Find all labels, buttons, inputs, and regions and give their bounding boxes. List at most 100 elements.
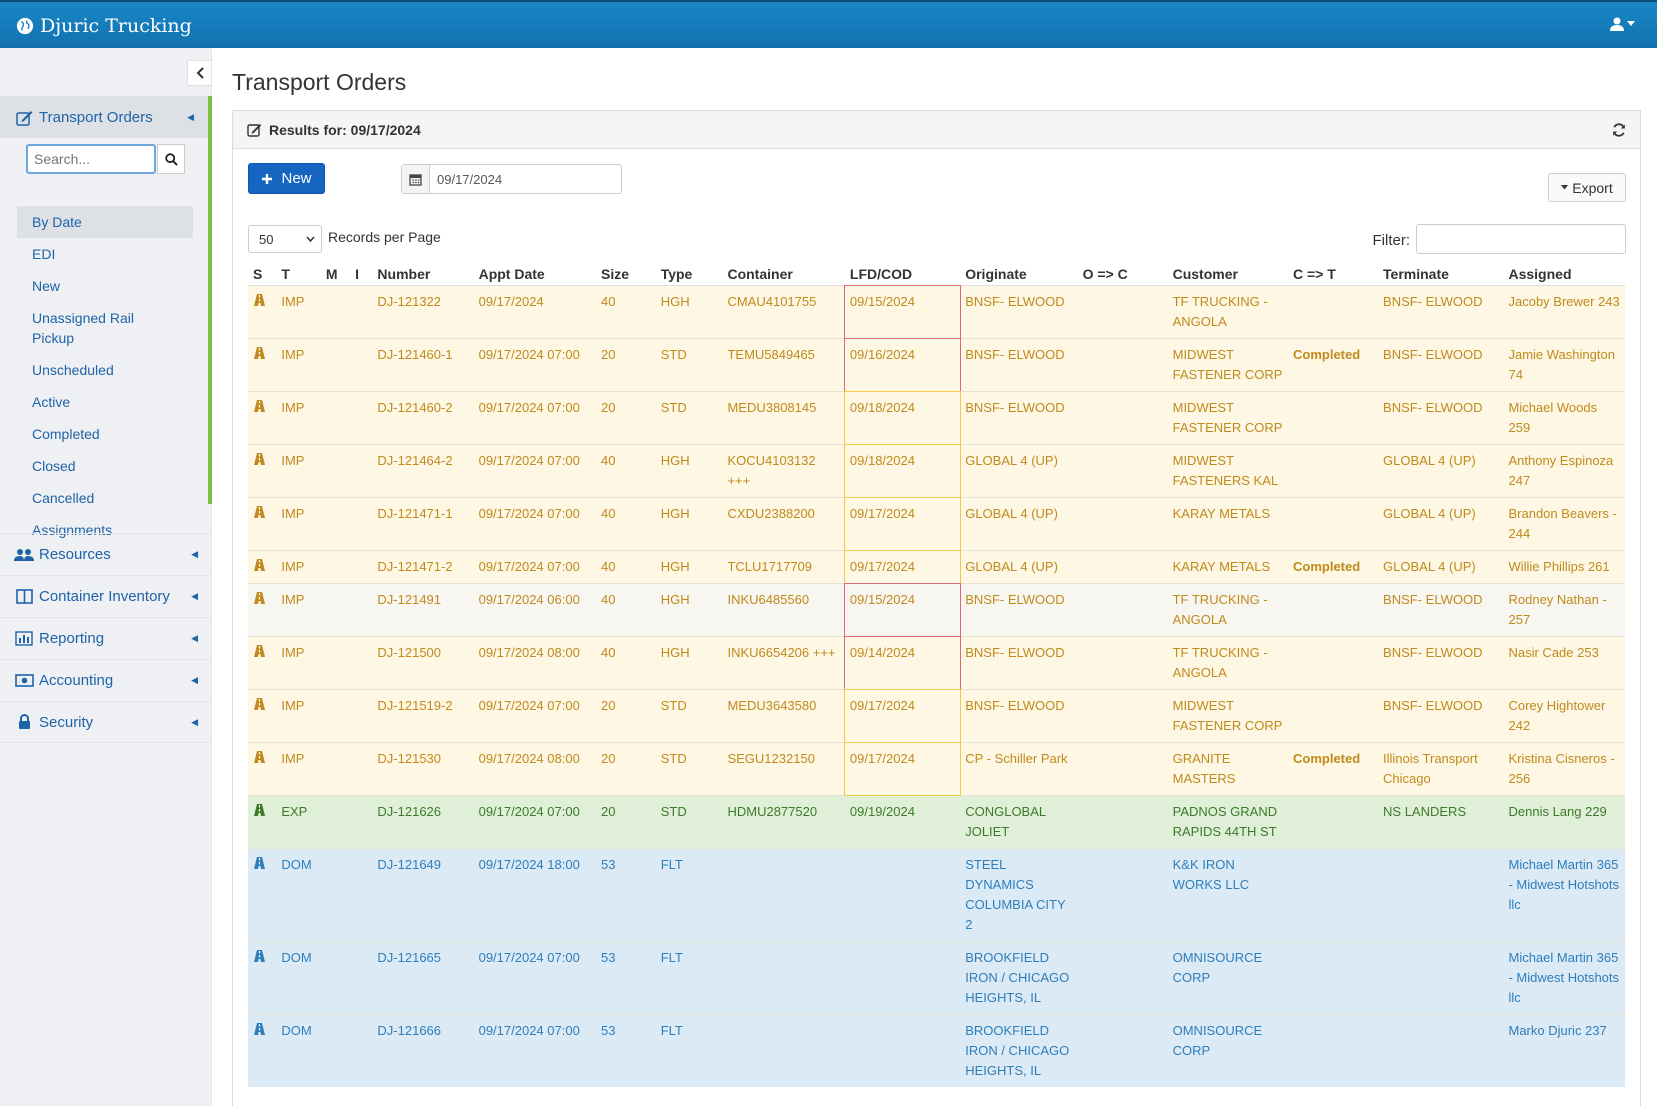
- table-row[interactable]: IMP DJ-121322 09/17/2024 40 HGH CMAU4101755 09…: [248, 284, 1625, 339]
- export-button[interactable]: Export: [1548, 173, 1626, 202]
- bar-chart-icon: [14, 630, 34, 648]
- table-row[interactable]: IMP DJ-121519-2 09/17/2024 07:00 20 STD MEDU3…: [248, 688, 1625, 743]
- nav-security[interactable]: Security ◀: [0, 701, 212, 743]
- edit-icon: [14, 109, 34, 127]
- submenu-edi[interactable]: EDI: [32, 246, 56, 262]
- column-header[interactable]: Number: [372, 261, 474, 286]
- column-header[interactable]: LFD/COD: [844, 261, 961, 286]
- nav-resources[interactable]: Resources ◀: [0, 533, 212, 575]
- table-row[interactable]: IMP DJ-121471-1 09/17/2024 07:00 40 HGH CXDU2…: [248, 496, 1625, 551]
- cell-number[interactable]: DJ-121500: [372, 635, 474, 689]
- cell-number[interactable]: DJ-121471-2: [372, 549, 474, 583]
- filter-input[interactable]: [1416, 224, 1626, 254]
- cell-terminate: [1378, 847, 1504, 941]
- nav-reporting[interactable]: Reporting ◀: [0, 617, 212, 659]
- column-header[interactable]: Type: [655, 261, 723, 286]
- nav-transport-orders[interactable]: Transport Orders ◀: [0, 96, 208, 138]
- cell-terminate: NS LANDERS: [1378, 794, 1504, 848]
- table-row[interactable]: DOM DJ-121649 09/17/2024 18:00 53 FLT STEEL D…: [248, 847, 1625, 941]
- column-header[interactable]: Container: [722, 261, 845, 286]
- cell-ct: [1288, 284, 1379, 338]
- refresh-icon[interactable]: [1612, 122, 1626, 137]
- cell-lfd: 09/17/2024: [843, 549, 962, 584]
- cell-lfd: [844, 940, 961, 1014]
- cell-container: INKU6654206 +++: [722, 635, 845, 689]
- cell-number[interactable]: DJ-121464-2: [372, 443, 474, 497]
- submenu-by-date[interactable]: By Date: [17, 206, 193, 238]
- columns-icon: [14, 588, 34, 606]
- cell-container: MEDU3808145: [722, 390, 845, 444]
- cell-number[interactable]: DJ-121530: [372, 741, 474, 795]
- submenu-assignments[interactable]: Assignments: [32, 522, 113, 538]
- column-header[interactable]: O => C: [1077, 261, 1168, 286]
- cell-oc: [1077, 337, 1168, 391]
- column-header[interactable]: Appt Date: [473, 261, 597, 286]
- cell-originate: BNSF- ELWOOD: [960, 688, 1078, 742]
- orders-table: S T M I Number Appt Date Size Type Container LFD/…: [248, 261, 1625, 1087]
- sidebar-search-button[interactable]: [157, 144, 185, 174]
- date-picker[interactable]: 09/17/2024: [401, 164, 622, 194]
- table-row[interactable]: DOM DJ-121665 09/17/2024 07:00 53 FLT BROOKFI…: [248, 940, 1625, 1014]
- column-header[interactable]: C => T: [1288, 261, 1379, 286]
- cell-ct: [1288, 443, 1379, 497]
- cell-t: DOM: [276, 847, 321, 941]
- sidebar-search: [26, 144, 185, 174]
- cell-container: CMAU4101755: [722, 284, 845, 338]
- column-header[interactable]: T: [276, 261, 321, 286]
- cell-oc: [1077, 284, 1168, 338]
- cell-assigned: Willie Phillips 261: [1503, 549, 1625, 583]
- table-row[interactable]: IMP DJ-121464-2 09/17/2024 07:00 40 HGH KOCU4…: [248, 443, 1625, 498]
- cell-originate: BNSF- ELWOOD: [960, 390, 1078, 444]
- cell-number[interactable]: DJ-121666: [372, 1013, 474, 1087]
- cell-number[interactable]: DJ-121322: [372, 284, 474, 338]
- nav-accounting[interactable]: Accounting ◀: [0, 659, 212, 701]
- table-row[interactable]: EXP DJ-121626 09/17/2024 07:00 20 STD HDMU287…: [248, 794, 1625, 848]
- cell-number[interactable]: DJ-121491: [372, 582, 474, 636]
- submenu-unassigned-rail-pickup[interactable]: Unassigned Rail Pickup: [32, 310, 134, 346]
- cell-number[interactable]: DJ-121649: [372, 847, 474, 941]
- cell-assigned: Jacoby Brewer 243: [1503, 284, 1625, 338]
- submenu-completed[interactable]: Completed: [32, 426, 100, 442]
- table-row[interactable]: IMP DJ-121530 09/17/2024 08:00 20 STD SEGU123…: [248, 741, 1625, 796]
- submenu-new[interactable]: New: [32, 278, 61, 294]
- cell-assigned: Nasir Cade 253: [1503, 635, 1625, 689]
- column-header[interactable]: Originate: [960, 261, 1078, 286]
- cell-number[interactable]: DJ-121519-2: [372, 688, 474, 742]
- table-row[interactable]: DOM DJ-121666 09/17/2024 07:00 53 FLT BROOKFI…: [248, 1013, 1625, 1087]
- column-header[interactable]: S: [248, 261, 277, 286]
- cell-terminate: BNSF- ELWOOD: [1378, 337, 1504, 391]
- table-row[interactable]: IMP DJ-121460-2 09/17/2024 07:00 20 STD MEDU3…: [248, 390, 1625, 445]
- user-menu[interactable]: [1609, 16, 1635, 32]
- table-row[interactable]: IMP DJ-121500 09/17/2024 08:00 40 HGH INKU665…: [248, 635, 1625, 690]
- cell-number[interactable]: DJ-121626: [372, 794, 474, 848]
- submenu-active[interactable]: Active: [32, 394, 71, 410]
- column-header[interactable]: Customer: [1167, 261, 1288, 286]
- cell-customer: TF TRUCKING - ANGOLA: [1167, 635, 1288, 689]
- submenu-unscheduled[interactable]: Unscheduled: [32, 362, 114, 378]
- new-order-button[interactable]: New: [248, 163, 325, 194]
- table-header-row: S T M I Number Appt Date Size Type Container LFD/…: [248, 261, 1625, 286]
- records-per-page-select[interactable]: 50: [248, 225, 322, 253]
- table-row[interactable]: IMP DJ-121471-2 09/17/2024 07:00 40 HGH TCLU1…: [248, 549, 1625, 584]
- submenu-closed[interactable]: Closed: [32, 458, 76, 474]
- cell-appt: 09/17/2024 07:00: [473, 940, 597, 1014]
- cell-assigned: Corey Hightower 242: [1503, 688, 1625, 742]
- column-header[interactable]: M: [320, 261, 351, 286]
- column-header[interactable]: Assigned: [1503, 261, 1625, 286]
- column-header[interactable]: Terminate: [1378, 261, 1504, 286]
- nav-label: Reporting: [39, 630, 105, 647]
- submenu-cancelled[interactable]: Cancelled: [32, 490, 95, 506]
- sidebar-search-input[interactable]: [26, 144, 156, 174]
- cell-number[interactable]: DJ-121460-1: [372, 337, 474, 391]
- nav-container-inventory[interactable]: Container Inventory ◀: [0, 575, 212, 617]
- cell-number[interactable]: DJ-121471-1: [372, 496, 474, 550]
- cell-number[interactable]: DJ-121460-2: [372, 390, 474, 444]
- brand[interactable]: Djuric Trucking: [16, 15, 192, 37]
- column-header[interactable]: I: [350, 261, 373, 286]
- table-row[interactable]: IMP DJ-121460-1 09/17/2024 07:00 20 STD TEMU5…: [248, 337, 1625, 392]
- sidebar-collapse-button[interactable]: [187, 60, 211, 86]
- cell-number[interactable]: DJ-121665: [372, 940, 474, 1014]
- column-header[interactable]: Size: [596, 261, 656, 286]
- cell-t: IMP: [276, 284, 321, 338]
- table-row[interactable]: IMP DJ-121491 09/17/2024 06:00 40 HGH INKU648…: [248, 582, 1625, 637]
